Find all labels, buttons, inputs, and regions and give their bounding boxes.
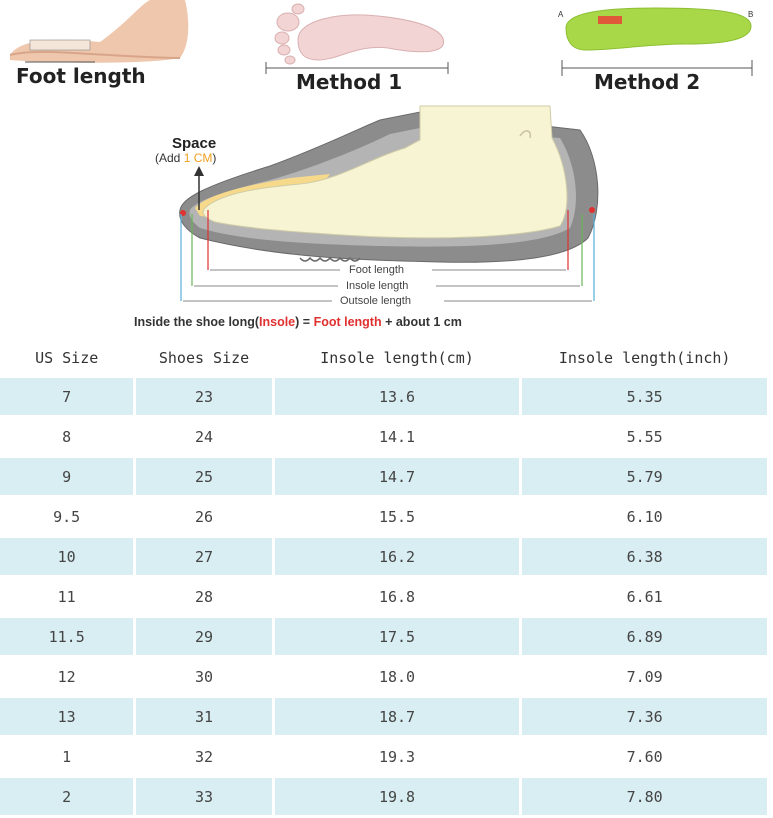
shoe-fit-diagram: Space (Add 1 CM) Foot length Insole leng… xyxy=(134,105,599,329)
shoes-size-cell: 26 xyxy=(136,498,272,535)
shoes-size-cell: 31 xyxy=(136,698,272,735)
insole-inch-cell: 7.09 xyxy=(522,658,767,695)
table-body: 7 23 13.6 5.35 8 24 14.1 5.55 9 25 14.7 5.79 9.5 26 15… xyxy=(0,378,767,815)
us-size-cell: 9.5 xyxy=(0,498,134,535)
table-row: 7 23 13.6 5.35 xyxy=(0,378,767,415)
us-size-cell: 1 xyxy=(0,738,134,775)
us-size-cell: 2 xyxy=(0,778,134,815)
shoes-size-cell: 23 xyxy=(136,378,272,415)
insole-cm-cell: 18.7 xyxy=(274,698,520,735)
insole-cm-cell: 15.5 xyxy=(274,498,520,535)
table-row: 13 31 18.7 7.36 xyxy=(0,698,767,735)
space-title: Space xyxy=(172,135,216,152)
insole-cm-cell: 17.5 xyxy=(274,618,520,655)
method2-panel: A B Method 2 xyxy=(556,0,766,95)
us-size-cell: 8 xyxy=(0,418,134,455)
us-size-cell: 12 xyxy=(0,658,134,695)
header-us-size: US Size xyxy=(35,349,99,367)
method1-label: Method 1 xyxy=(296,70,403,94)
foot-length-panel: Foot length xyxy=(0,0,200,95)
shoes-size-cell: 24 xyxy=(136,418,272,455)
header-shoes-size: Shoes Size xyxy=(158,349,250,367)
shoes-size-cell: 27 xyxy=(136,538,272,575)
table-header-row: US Size Shoes Size Insole length(cm) Ins… xyxy=(0,341,767,375)
table-row: 11.5 29 17.5 6.89 xyxy=(0,618,767,655)
shoes-size-cell: 32 xyxy=(136,738,272,775)
foot-length-label: Foot length xyxy=(16,64,146,88)
table-row: 10 27 16.2 6.38 xyxy=(0,538,767,575)
table-row: 9 25 14.7 5.79 xyxy=(0,458,767,495)
insole-inch-cell: 6.89 xyxy=(522,618,767,655)
table-row: 2 33 19.8 7.80 xyxy=(0,778,767,815)
outsole-length-measure: Outsole length xyxy=(340,295,411,307)
insole-inch-cell: 7.60 xyxy=(522,738,767,775)
shoes-size-cell: 33 xyxy=(136,778,272,815)
method2-label: Method 2 xyxy=(594,70,701,94)
insole-cm-cell: 19.3 xyxy=(274,738,520,775)
insole-inch-cell: 6.61 xyxy=(522,578,767,615)
insole-inch-cell: 7.80 xyxy=(522,778,767,815)
method2-point-a: A xyxy=(558,10,564,19)
insole-inch-cell: 5.55 xyxy=(522,418,767,455)
foot-length-measure: Foot length xyxy=(349,264,404,276)
header-insole-cm: Insole length(cm) xyxy=(320,349,474,367)
size-chart-table: US Size Shoes Size Insole length(cm) Ins… xyxy=(0,338,770,818)
us-size-cell: 11.5 xyxy=(0,618,134,655)
method2-point-b: B xyxy=(748,10,753,19)
table-row: 1 32 19.3 7.60 xyxy=(0,738,767,775)
shoes-size-cell: 25 xyxy=(136,458,272,495)
us-size-cell: 13 xyxy=(0,698,134,735)
insole-inch-cell: 5.79 xyxy=(522,458,767,495)
table-row: 11 28 16.8 6.61 xyxy=(0,578,767,615)
measurement-methods: Foot length Method 1 A B Method 2 xyxy=(0,0,773,95)
table-row: 9.5 26 15.5 6.10 xyxy=(0,498,767,535)
us-size-cell: 10 xyxy=(0,538,134,575)
insole-cm-cell: 18.0 xyxy=(274,658,520,695)
insole-length-measure: Insole length xyxy=(346,280,408,292)
table-row: 8 24 14.1 5.55 xyxy=(0,418,767,455)
shoes-size-cell: 29 xyxy=(136,618,272,655)
fit-formula: Inside the shoe long(Insole) = Foot leng… xyxy=(134,315,462,329)
insole-inch-cell: 5.35 xyxy=(522,378,767,415)
method1-panel: Method 1 xyxy=(258,0,458,95)
insole-cm-cell: 16.2 xyxy=(274,538,520,575)
insole-cm-cell: 16.8 xyxy=(274,578,520,615)
insole-cm-cell: 13.6 xyxy=(274,378,520,415)
footprint-drawing xyxy=(265,3,449,74)
shoes-size-cell: 28 xyxy=(136,578,272,615)
insole-inch-cell: 6.10 xyxy=(522,498,767,535)
insole-cm-cell: 14.7 xyxy=(274,458,520,495)
insole-cm-cell: 14.1 xyxy=(274,418,520,455)
table-row: 12 30 18.0 7.09 xyxy=(0,658,767,695)
insole-cm-cell: 19.8 xyxy=(274,778,520,815)
us-size-cell: 11 xyxy=(0,578,134,615)
space-note: (Add 1 CM) xyxy=(155,151,216,165)
foot-measure-photo xyxy=(0,0,200,70)
us-size-cell: 9 xyxy=(0,458,134,495)
header-insole-inch: Insole length(inch) xyxy=(558,349,731,367)
insole-inch-cell: 6.38 xyxy=(522,538,767,575)
shoes-size-cell: 30 xyxy=(136,658,272,695)
insole-drawing: A B xyxy=(558,7,753,76)
insole-inch-cell: 7.36 xyxy=(522,698,767,735)
us-size-cell: 7 xyxy=(0,378,134,415)
